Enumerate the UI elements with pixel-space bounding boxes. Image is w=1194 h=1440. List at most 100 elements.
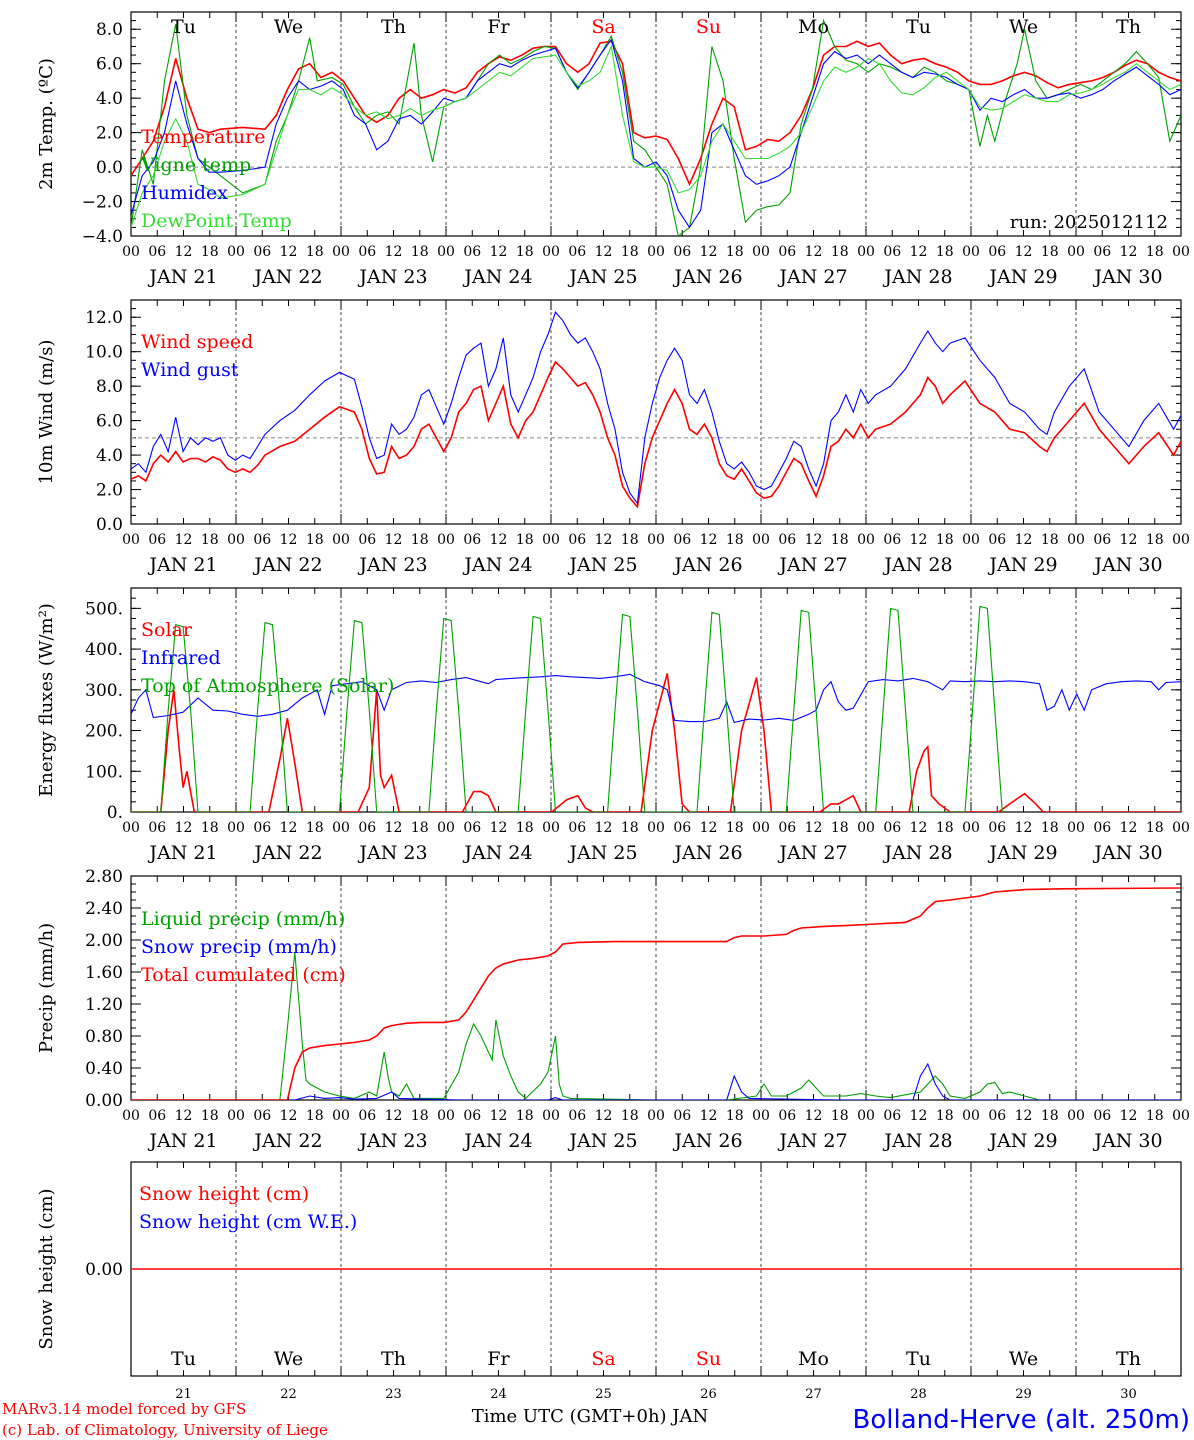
hour-tick-label: 06 — [568, 820, 586, 836]
hour-tick-label: 12 — [1120, 532, 1138, 548]
day-number: 24 — [490, 1387, 507, 1402]
hour-tick-label: 06 — [883, 820, 901, 836]
weekday-label-bottom: Tu — [171, 1348, 196, 1370]
hour-tick-label: 00 — [227, 820, 245, 836]
hour-tick-label: 18 — [516, 244, 534, 260]
hour-tick-label: 12 — [805, 244, 823, 260]
day-number: 26 — [700, 1387, 717, 1402]
y-tick-label: 2.0 — [96, 124, 123, 144]
hour-tick-label: 00 — [437, 244, 455, 260]
hour-tick-label: 00 — [1172, 532, 1190, 548]
hour-tick-label: 00 — [542, 244, 560, 260]
hour-tick-label: 00 — [857, 532, 875, 548]
hour-tick-label: 06 — [883, 532, 901, 548]
date-label: JAN 27 — [777, 266, 847, 288]
hour-tick-label: 18 — [621, 820, 639, 836]
hour-tick-label: 00 — [962, 820, 980, 836]
legend-entry: Wind gust — [141, 359, 239, 381]
hour-tick-label: 12 — [700, 532, 718, 548]
hour-tick-label: 18 — [831, 820, 849, 836]
hour-tick-label: 12 — [700, 820, 718, 836]
weekday-label-bottom: Th — [1116, 1348, 1141, 1370]
hour-tick-label: 12 — [175, 820, 193, 836]
hour-tick-label: 00 — [1172, 820, 1190, 836]
hour-tick-label: 12 — [595, 820, 613, 836]
y-tick-label: 1.60 — [85, 963, 123, 983]
weekday-label: We — [274, 16, 303, 38]
y-tick-label: 4.0 — [96, 446, 123, 466]
y-axis-label: Precip (mm/h) — [36, 923, 57, 1053]
footer-time-axis: Time UTC (GMT+0h) JAN — [472, 1406, 709, 1427]
y-tick-label: 300. — [85, 681, 123, 701]
legend-entry: Liquid precip (mm/h) — [141, 908, 345, 930]
hour-tick-label: 12 — [1015, 820, 1033, 836]
hour-tick-label: 06 — [1093, 820, 1111, 836]
legend-entry: DewPoint Temp — [141, 210, 292, 232]
hour-tick-label: 12 — [385, 244, 403, 260]
weekday-label: Sa — [591, 16, 615, 38]
hour-tick-label: 18 — [411, 820, 429, 836]
hour-tick-label: 12 — [175, 532, 193, 548]
hour-tick-label: 06 — [1093, 244, 1111, 260]
hour-tick-label: 18 — [306, 1108, 324, 1124]
hour-tick-label: 12 — [1015, 532, 1033, 548]
hour-tick-label: 00 — [857, 1108, 875, 1124]
day-number: 21 — [175, 1387, 192, 1402]
hour-tick-label: 12 — [595, 244, 613, 260]
day-number: 25 — [595, 1387, 612, 1402]
date-label: JAN 30 — [1092, 554, 1162, 576]
hour-tick-label: 18 — [1041, 532, 1059, 548]
hour-tick-label: 18 — [516, 532, 534, 548]
weekday-label: Fr — [487, 16, 510, 38]
hour-tick-label: 12 — [175, 244, 193, 260]
hour-tick-label: 00 — [1067, 820, 1085, 836]
hour-tick-label: 18 — [306, 532, 324, 548]
hour-tick-label: 06 — [148, 532, 166, 548]
hour-tick-label: 00 — [122, 820, 140, 836]
day-number: 22 — [280, 1387, 297, 1402]
panel-5: 0.00 Snow height (cm) Snow height (cm) Snow… — [36, 1161, 1182, 1377]
date-label: JAN 28 — [882, 266, 952, 288]
hour-tick-label: 18 — [1146, 532, 1164, 548]
hour-tick-label: 06 — [463, 244, 481, 260]
hour-tick-label: 12 — [700, 244, 718, 260]
hour-tick-label: 00 — [1172, 244, 1190, 260]
hour-tick-label: 06 — [463, 532, 481, 548]
y-axis-label: 2m Temp. (ºC) — [36, 58, 57, 190]
weekday-label: Mo — [798, 16, 829, 38]
hour-tick-label: 18 — [306, 244, 324, 260]
legend-entry: Humidex — [141, 182, 228, 204]
series-line-wind-gust — [131, 311, 1181, 505]
date-label: JAN 26 — [672, 554, 742, 576]
y-tick-label: 200. — [85, 722, 123, 742]
hour-tick-label: 00 — [752, 532, 770, 548]
weekday-label-bottom: We — [274, 1348, 303, 1370]
hour-tick-label: 12 — [280, 244, 298, 260]
date-label: JAN 23 — [357, 554, 427, 576]
legend-entry: Top of Atmosphere (Solar) — [141, 675, 394, 697]
hour-tick-label: 12 — [1120, 820, 1138, 836]
hour-tick-label: 18 — [726, 532, 744, 548]
weekday-label: Tu — [171, 16, 196, 38]
hour-tick-label: 18 — [726, 244, 744, 260]
hour-tick-label: 06 — [253, 1108, 271, 1124]
y-tick-label: 12.0 — [85, 308, 123, 328]
date-label: JAN 22 — [252, 266, 322, 288]
footer-credit: (c) Lab. of Climatology, University of L… — [2, 1421, 328, 1439]
plot-frame — [130, 11, 1182, 237]
legend-entry: Temperature — [141, 126, 265, 148]
hour-tick-label: 18 — [201, 532, 219, 548]
hour-tick-label: 06 — [253, 820, 271, 836]
hour-tick-label: 18 — [831, 244, 849, 260]
hour-tick-label: 00 — [1067, 244, 1085, 260]
hour-tick-label: 12 — [805, 1108, 823, 1124]
date-label: JAN 30 — [1092, 266, 1162, 288]
hour-tick-label: 18 — [1146, 244, 1164, 260]
hour-tick-label: 06 — [568, 1108, 586, 1124]
hour-tick-label: 00 — [227, 532, 245, 548]
hour-tick-label: 00 — [962, 244, 980, 260]
hour-tick-label: 06 — [673, 532, 691, 548]
legend-entry: Snow precip (mm/h) — [141, 936, 337, 958]
hour-tick-label: 12 — [385, 820, 403, 836]
weekday-label: Tu — [906, 16, 931, 38]
